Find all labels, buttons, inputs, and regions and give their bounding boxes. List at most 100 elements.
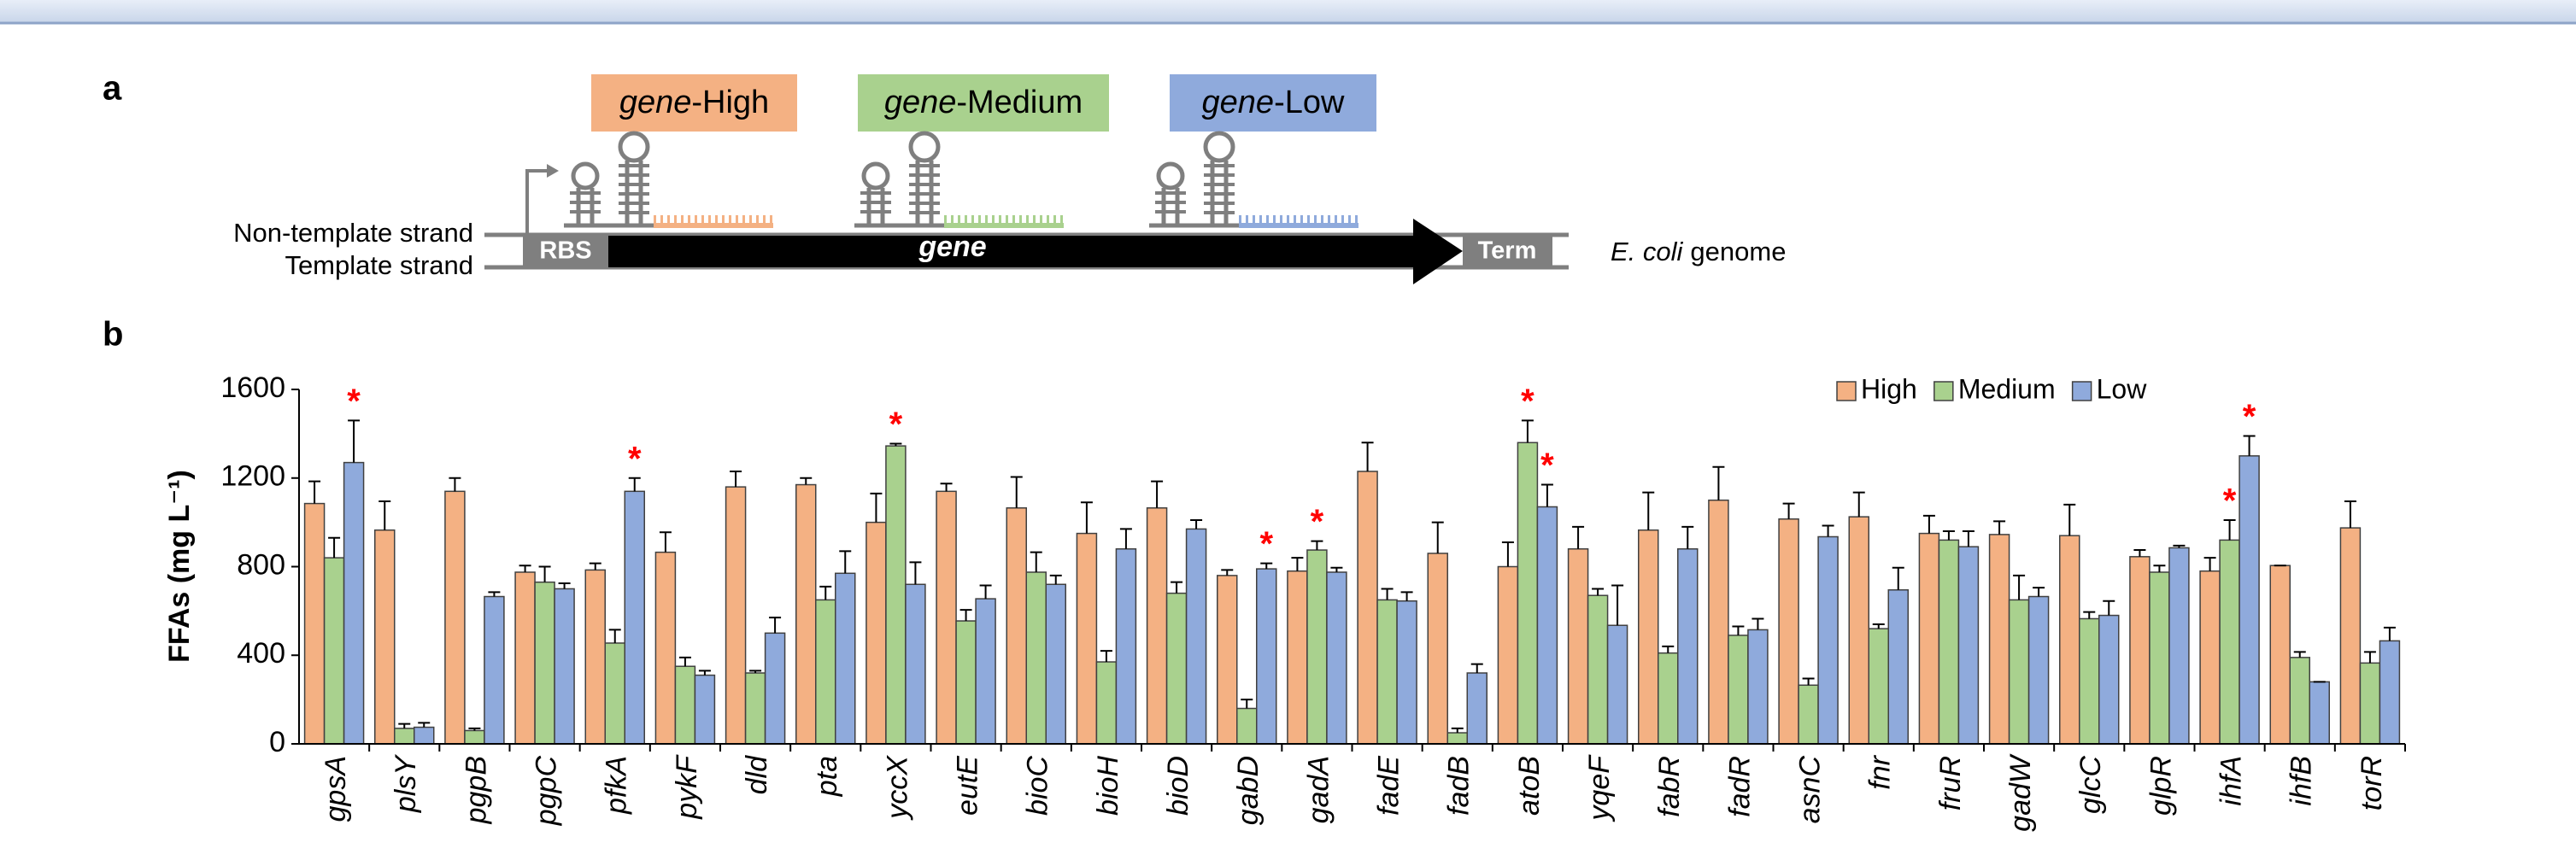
x-tick-label: fadE: [1373, 756, 1405, 816]
bar: [1748, 629, 1768, 744]
error-bar: [1732, 627, 1744, 635]
bar: [1818, 536, 1838, 744]
x-tick-label: yqeF: [1583, 754, 1616, 822]
significance-mark: *: [1259, 525, 1273, 563]
gene-arrow: [608, 219, 1463, 284]
error-bar: [1541, 485, 1553, 507]
error-bar: [2344, 501, 2356, 528]
error-bar: [1572, 527, 1584, 549]
error-bar: [1011, 477, 1023, 507]
x-tick-label: fadB: [1443, 756, 1476, 816]
hairpin-loop: [573, 164, 597, 188]
term-label: Term: [1478, 237, 1537, 265]
bar: [796, 485, 816, 744]
bar: [1498, 567, 1517, 745]
error-bar: [1081, 502, 1093, 533]
error-bar: [488, 592, 500, 596]
error-bar: [800, 478, 812, 485]
bar: [2340, 528, 2360, 744]
error-bar: [941, 483, 953, 491]
error-bar: [1783, 504, 1795, 519]
hairpin-loop: [620, 133, 648, 161]
box-label-italic: gene: [884, 85, 957, 120]
error-bar: [1822, 526, 1834, 537]
error-bar: [1943, 531, 1955, 540]
bar: [1077, 534, 1096, 744]
gene-label: gene: [918, 231, 986, 263]
error-bar: [398, 724, 410, 728]
error-bar: [2224, 520, 2236, 540]
error-bar: [1260, 564, 1272, 569]
error-bar: [1853, 493, 1865, 518]
bar: [1327, 572, 1347, 744]
bar: [395, 728, 414, 744]
x-tick-label: dld: [741, 755, 773, 794]
error-bar: [1030, 553, 1042, 572]
bar: [625, 491, 644, 744]
error-bar: [1291, 558, 1303, 571]
panel-label: b: [103, 316, 123, 354]
error-bar: [2033, 588, 2045, 596]
error-bar: [769, 617, 781, 633]
significance-mark: *: [889, 406, 903, 443]
error-bar: [1642, 493, 1654, 530]
x-tick-label: fnr: [1864, 754, 1897, 789]
error-bar: [2103, 601, 2115, 616]
bar: [1888, 590, 1908, 744]
bar: [1237, 709, 1257, 745]
error-bar: [1712, 467, 1724, 500]
significance-mark: *: [1311, 503, 1324, 541]
error-bar: [1151, 482, 1163, 508]
error-bar: [839, 551, 851, 573]
bar: [325, 558, 344, 744]
bar: [1026, 572, 1046, 744]
bar: [1939, 540, 1958, 744]
error-bar: [1120, 529, 1132, 548]
error-bar: [1681, 527, 1693, 549]
bar: [1187, 529, 1206, 744]
bar: [2379, 641, 2399, 744]
y-tick-label: 400: [237, 637, 285, 670]
error-bar: [1873, 624, 1885, 629]
hairpin-loop: [911, 133, 938, 161]
bar: [956, 621, 976, 744]
bar: [675, 666, 695, 744]
rbs-label: RBS: [539, 237, 591, 265]
x-tick-label: fruR: [1934, 756, 1967, 810]
error-bar: [909, 562, 921, 584]
bar: [1799, 685, 1818, 744]
hairpin-loop: [1159, 164, 1182, 188]
significance-mark: *: [1521, 383, 1534, 420]
bar: [1678, 549, 1698, 744]
error-bar: [1050, 576, 1062, 584]
x-tick-label: fadR: [1723, 756, 1756, 817]
bar: [1709, 500, 1728, 744]
promoter-arrow: [527, 171, 547, 235]
error-bar: [1382, 588, 1394, 600]
bar: [2169, 547, 2189, 744]
significance-mark: *: [628, 440, 642, 477]
header-band: [0, 0, 2576, 22]
bar: [1569, 549, 1588, 744]
error-bar: [1171, 582, 1182, 594]
bar: [1377, 600, 1397, 744]
promoter-arrowhead: [547, 164, 559, 178]
bar: [1869, 629, 1888, 744]
bar: [484, 597, 504, 744]
bar: [2220, 540, 2239, 744]
error-bar: [1752, 618, 1763, 629]
error-bar: [730, 471, 742, 487]
figure: a Non-template strand Template strand RB…: [0, 0, 2576, 860]
bar: [1639, 530, 1658, 744]
plot-area: 040080012001600gpsAplsYpgpBpgpCpfkApykFd…: [220, 371, 2405, 832]
bar: [465, 730, 484, 744]
x-tick-label: pgpB: [460, 756, 492, 824]
error-bar: [870, 494, 882, 523]
box-label-italic: gene: [619, 85, 692, 120]
x-tick-label: atoB: [1513, 756, 1546, 816]
error-bar: [1662, 646, 1674, 653]
error-bar: [2133, 550, 2145, 557]
bar: [2130, 557, 2150, 744]
bar: [1358, 471, 1377, 744]
bar: [1116, 549, 1135, 744]
